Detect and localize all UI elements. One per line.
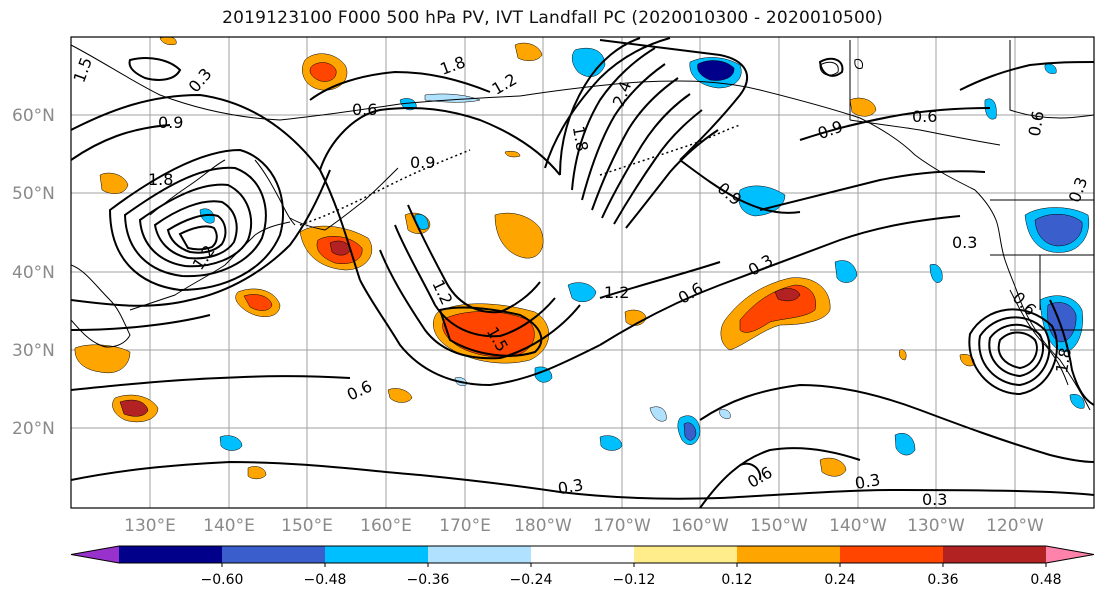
lat-label: 20°N bbox=[12, 419, 55, 439]
colorbar-outline bbox=[70, 545, 1095, 564]
colorbar-tick-label: −0.60 bbox=[201, 572, 244, 588]
colorbar-segment bbox=[840, 546, 944, 563]
colorbar-segment bbox=[325, 546, 429, 563]
contour-label: 0.3 bbox=[556, 475, 584, 498]
contour-label: 0.9 bbox=[158, 113, 183, 132]
lat-label: 30°N bbox=[12, 341, 55, 361]
colorbar-tick-label: −0.24 bbox=[510, 572, 553, 588]
longitude-labels: 130°E 140°E 150°E 160°E 170°E 180°W 170°… bbox=[124, 516, 1044, 536]
contour-label: 0.9 bbox=[410, 153, 435, 172]
lon-label: 150°W bbox=[750, 516, 808, 536]
lon-label: 160°W bbox=[671, 516, 729, 536]
lon-label: 150°E bbox=[281, 516, 333, 536]
aleutian-islands bbox=[299, 124, 741, 226]
contour-label: 1.2 bbox=[604, 283, 629, 302]
latitude-labels: 60°N 50°N 40°N 30°N 20°N bbox=[12, 106, 55, 439]
colorbar-segment bbox=[222, 546, 326, 563]
contour-label: 0.6 bbox=[1025, 109, 1048, 137]
colorbar-tick-label: −0.36 bbox=[407, 572, 450, 588]
lon-label: 130°W bbox=[907, 516, 965, 536]
colorbar-segment bbox=[943, 546, 1047, 563]
colorbar-tick-label: 0.36 bbox=[927, 572, 958, 588]
contour-label: 1.8 bbox=[569, 125, 592, 153]
contour-label: 0.6 bbox=[352, 100, 377, 119]
contour-label: 1.8 bbox=[148, 170, 173, 189]
lon-label: 160°E bbox=[360, 516, 412, 536]
colorbar-tick-label: 0.48 bbox=[1030, 572, 1061, 588]
colorbar-tick-label: −0.12 bbox=[613, 572, 656, 588]
lon-label: 170°E bbox=[439, 516, 491, 536]
contour-label: 1.8 bbox=[1052, 346, 1075, 374]
colorbar-tick-label: 0.24 bbox=[824, 572, 855, 588]
map-title: 2019123100 F000 500 hPa PV, IVT Landfall… bbox=[222, 8, 883, 28]
colorbar-tick-label: −0.48 bbox=[304, 572, 347, 588]
colorbar-segment bbox=[531, 546, 635, 563]
colorbar-tick-label: 0.12 bbox=[721, 572, 752, 588]
colorbar-extend-max bbox=[1046, 546, 1094, 563]
lon-label: 130°E bbox=[124, 516, 176, 536]
lon-label: 140°W bbox=[829, 516, 887, 536]
lon-label: 120°W bbox=[986, 516, 1044, 536]
coastlines bbox=[71, 40, 1094, 411]
lat-label: 40°N bbox=[12, 263, 55, 283]
lon-label: 170°W bbox=[593, 516, 651, 536]
lon-label: 140°E bbox=[203, 516, 255, 536]
contour-label: 0.3 bbox=[952, 233, 977, 252]
map-border bbox=[70, 36, 1095, 509]
negative-anomaly-patches bbox=[199, 47, 1090, 456]
colorbar-segment bbox=[737, 546, 841, 563]
positive-anomaly-patches bbox=[74, 37, 975, 480]
lon-label: 180°W bbox=[514, 516, 572, 536]
contour-label: 0.3 bbox=[853, 470, 881, 493]
pv-contours bbox=[71, 37, 1094, 508]
colorbar: −0.60 −0.48 −0.36 −0.24 −0.12 0.12 0.24 0.36 0.4… bbox=[70, 545, 1095, 588]
colorbar-segment bbox=[634, 546, 738, 563]
lat-label: 50°N bbox=[12, 184, 55, 204]
contour-label: 0.6 bbox=[912, 107, 937, 126]
colorbar-segment bbox=[428, 546, 532, 563]
colorbar-extend-min bbox=[71, 546, 119, 563]
contour-label: 0.3 bbox=[922, 490, 947, 509]
colorbar-segment bbox=[119, 546, 223, 563]
lat-label: 60°N bbox=[12, 106, 55, 126]
